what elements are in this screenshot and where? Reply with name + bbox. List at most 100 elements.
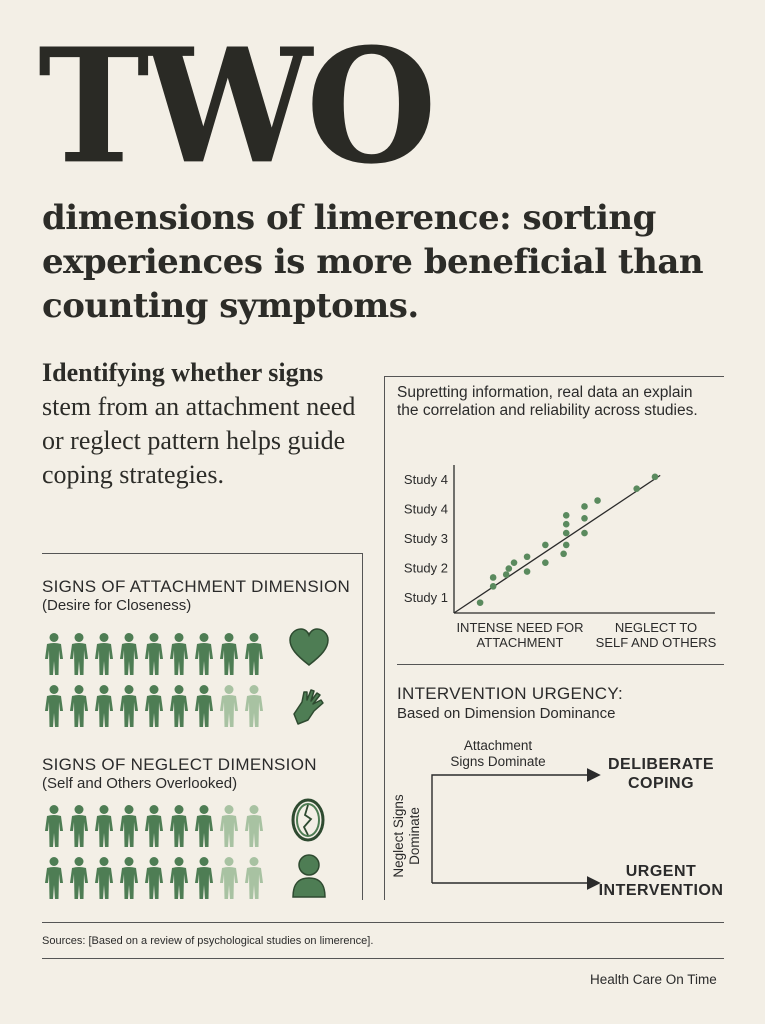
person-icon-filled bbox=[220, 633, 238, 675]
person-icon-faded bbox=[245, 685, 263, 727]
person-icon-filled bbox=[245, 633, 263, 675]
scatter-point bbox=[523, 553, 531, 561]
person-icon-filled bbox=[95, 805, 113, 847]
person-icon-filled bbox=[45, 857, 63, 899]
scatter-point bbox=[505, 565, 513, 572]
attachment-dominate-label: Attachment Signs Dominate bbox=[450, 738, 546, 769]
neglect-people-row-1 bbox=[42, 804, 266, 848]
y-tick-label: Study 4 bbox=[404, 501, 448, 516]
person-icon-filled bbox=[170, 633, 188, 675]
right-panel-mid-rule bbox=[397, 664, 724, 665]
broken-mirror-icon bbox=[291, 798, 325, 842]
person-icon-filled bbox=[70, 857, 88, 899]
person-icon-faded bbox=[245, 805, 263, 847]
person-icon-filled bbox=[70, 685, 88, 727]
person-icon-filled bbox=[45, 685, 63, 727]
attachment-people-row-2 bbox=[42, 684, 266, 728]
urgency-subtitle: Based on Dimension Dominance bbox=[397, 705, 616, 722]
outcome-deliberate-coping: DELIBERATE COPING bbox=[607, 756, 715, 792]
scatter-point bbox=[502, 571, 510, 578]
y-tick-label: Study 3 bbox=[404, 531, 448, 546]
person-icon-faded bbox=[220, 857, 238, 899]
outcome-urgent-intervention: URGENT INTERVENTION bbox=[598, 863, 724, 899]
heart-icon bbox=[289, 628, 329, 666]
person-icon-filled bbox=[45, 633, 63, 675]
attachment-title: SIGNS OF ATTACHMENT DIMENSION bbox=[42, 577, 351, 596]
flow-arrows bbox=[431, 768, 601, 890]
scatter-point bbox=[562, 520, 570, 528]
y-tick-label: Study 1 bbox=[404, 590, 448, 605]
x-label-attachment-1: INTENSE NEED FOR bbox=[456, 620, 583, 635]
neglect-subtitle: (Self and Others Overlooked) bbox=[42, 775, 238, 792]
hands-icon bbox=[293, 689, 324, 725]
x-label-attachment-2: ATTACHMENT bbox=[477, 635, 564, 650]
neglect-title: SIGNS OF NEGLECT DIMENSION bbox=[42, 755, 317, 774]
scatter-point bbox=[476, 599, 484, 606]
scatter-point bbox=[562, 512, 570, 519]
footer-top-rule bbox=[42, 922, 724, 923]
person-icon-faded bbox=[220, 805, 238, 847]
sources-note: Sources: [Based on a review of psycholog… bbox=[42, 935, 374, 947]
person-icon-filled bbox=[145, 633, 163, 675]
person-icon-faded bbox=[245, 857, 263, 899]
person-icon-filled bbox=[170, 857, 188, 899]
person-icon-filled bbox=[95, 857, 113, 899]
neglect-people-row-2 bbox=[42, 856, 266, 900]
x-label-neglect-1: NEGLECT TO bbox=[615, 620, 697, 635]
scatter-point bbox=[542, 559, 549, 566]
brand-name: Health Care On Time bbox=[590, 972, 717, 987]
scatter-point bbox=[560, 550, 567, 558]
intro-bold: Identifying whether signs bbox=[42, 358, 324, 387]
person-icon-filled bbox=[70, 805, 88, 847]
headline: dimensions of limerence: sorting experie… bbox=[42, 198, 704, 326]
person-icon-filled bbox=[145, 805, 163, 847]
footer-bottom-rule bbox=[42, 958, 724, 959]
scatter-chart: Study 1 Study 2 Study 3 Study 4 Study 4 INTE… bbox=[404, 465, 717, 650]
person-icon-filled bbox=[145, 857, 163, 899]
intro-text: Identifying whether signs stem from an a… bbox=[42, 356, 372, 492]
person-icon-filled bbox=[195, 633, 213, 675]
x-label-neglect-2: SELF AND OTHERS bbox=[596, 635, 717, 650]
scatter-point bbox=[510, 559, 518, 566]
person-icon-filled bbox=[120, 805, 138, 847]
urgency-title: INTERVENTION URGENCY: bbox=[397, 684, 624, 703]
attachment-people-row-1 bbox=[42, 632, 266, 676]
left-panel-top-rule bbox=[42, 553, 362, 554]
person-icon-filled bbox=[95, 685, 113, 727]
person-icon-filled bbox=[95, 633, 113, 675]
left-panel-right-rule bbox=[362, 553, 363, 900]
person-icon-filled bbox=[45, 805, 63, 847]
person-icon-filled bbox=[145, 685, 163, 727]
person-icon-filled bbox=[170, 805, 188, 847]
y-tick-label: Study 4 bbox=[404, 472, 448, 487]
trend-line bbox=[453, 474, 661, 614]
person-icon-filled bbox=[120, 633, 138, 675]
person-bust-icon bbox=[292, 854, 326, 898]
right-panel-top-rule bbox=[384, 376, 724, 377]
attachment-subtitle: (Desire for Closeness) bbox=[42, 597, 192, 614]
scatter-point bbox=[542, 541, 549, 549]
person-icon-faded bbox=[220, 685, 238, 727]
big-title: TWO bbox=[38, 14, 437, 200]
y-tick-label: Study 2 bbox=[404, 561, 448, 576]
scatter-point bbox=[581, 514, 588, 522]
intro-rest: stem from an attachment need or reglect … bbox=[42, 392, 356, 489]
right-panel-left-rule bbox=[384, 376, 385, 900]
scatter-point bbox=[581, 503, 588, 510]
person-icon-filled bbox=[70, 633, 88, 675]
neglect-dominate-label: Neglect Signs Dominate bbox=[391, 794, 422, 878]
scatter-point bbox=[581, 529, 588, 537]
scatter-point bbox=[523, 568, 531, 575]
chart-title: Supretting information, real data an exp… bbox=[397, 384, 698, 419]
scatter-point bbox=[651, 473, 659, 481]
person-icon-filled bbox=[195, 857, 213, 899]
person-icon-filled bbox=[195, 805, 213, 847]
scatter-point bbox=[489, 574, 497, 581]
scatter-point bbox=[489, 583, 497, 590]
person-icon-filled bbox=[120, 685, 138, 727]
scatter-point bbox=[562, 529, 570, 537]
scatter-point bbox=[594, 497, 601, 504]
person-icon-filled bbox=[170, 685, 188, 727]
person-icon-filled bbox=[120, 857, 138, 899]
person-icon-filled bbox=[195, 685, 213, 727]
